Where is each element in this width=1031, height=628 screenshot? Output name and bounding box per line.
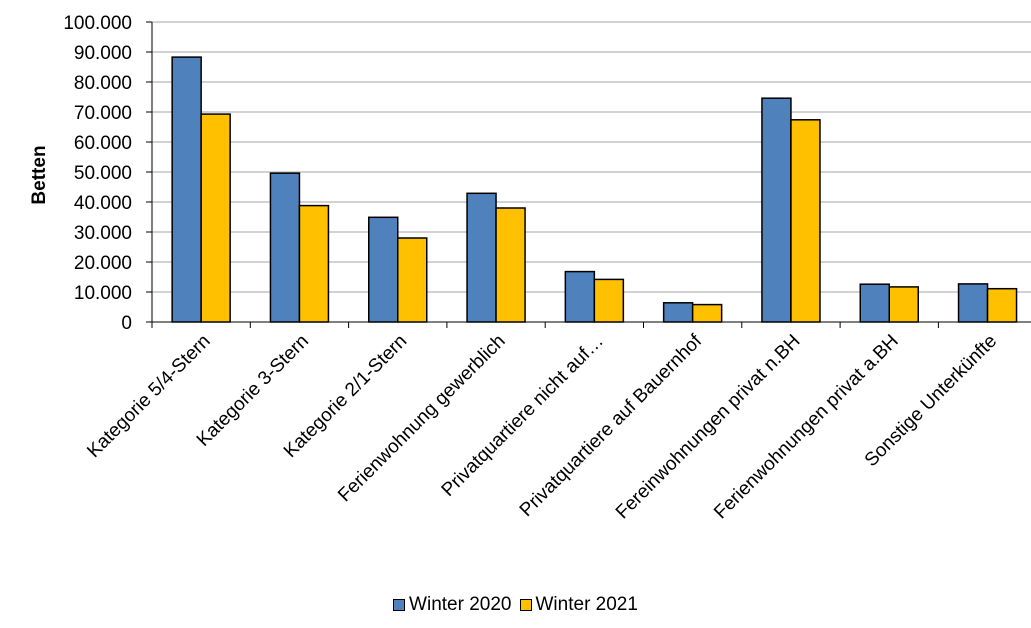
x-category-label: Ferienwohnungen privat a.BH [710,331,903,524]
y-axis-label: Betten [29,145,50,204]
bar-winter-2021 [986,287,1018,323]
legend: Winter 2020 Winter 2021 [0,594,1031,616]
bar-winter-2020 [662,302,694,323]
bar-winter-2021 [397,237,428,323]
y-tick-label: 50.000 [74,163,132,184]
legend-swatch-winter-2020 [393,599,406,611]
y-tick-label: 90.000 [74,43,132,64]
legend-swatch-winter-2021 [519,599,532,611]
y-tick-label: 30.000 [74,223,132,244]
bar-winter-2020 [269,172,301,323]
bar-winter-2021 [495,207,526,323]
bar-winter-2021 [298,204,330,323]
bar-winter-2020 [957,283,989,323]
bar-winter-2021 [200,113,231,323]
bar-winter-2020 [859,283,890,323]
bar-winter-2020 [171,56,202,323]
y-tick-label: 40.000 [74,193,132,214]
bar-winter-2021 [790,119,821,323]
x-category-label: Fereinwohnungen privat n.BH [612,331,805,524]
y-axis-ticks: 0 10.000 20.000 30.000 40.000 50.000 60.000 70.… [63,13,152,334]
y-tick-label: 0 [121,313,132,334]
y-tick-label: 20.000 [74,253,132,274]
x-category-label: Ferienwohnung gewerblich [334,331,509,506]
bar-winter-2020 [761,97,792,323]
legend-label-winter-2021: Winter 2021 [535,594,638,615]
x-category-label: Kategorie 5/4-Stern [83,331,214,462]
y-tick-label: 10.000 [74,283,132,304]
axes [151,22,1031,328]
legend-item-winter-2020: Winter 2020 [393,594,512,616]
y-tick-label: 70.000 [74,103,132,124]
bar-winter-2021 [691,303,723,323]
y-tick-label: 60.000 [74,133,132,154]
legend-label-winter-2020: Winter 2020 [409,594,512,615]
x-category-label: Privatquartiere nicht auf… [438,331,608,501]
x-category-label: Privatquartiere auf Bauernhof [516,330,707,521]
bar-winter-2020 [466,192,497,323]
bar-winter-2020 [564,270,596,323]
bar-winter-2021 [593,278,625,323]
bars [171,56,1018,323]
bar-winter-2021 [888,286,919,323]
y-tick-label: 80.000 [74,73,132,94]
y-tick-label: 100.000 [63,13,132,34]
bar-winter-2020 [368,216,399,323]
legend-item-winter-2021: Winter 2021 [519,594,638,616]
